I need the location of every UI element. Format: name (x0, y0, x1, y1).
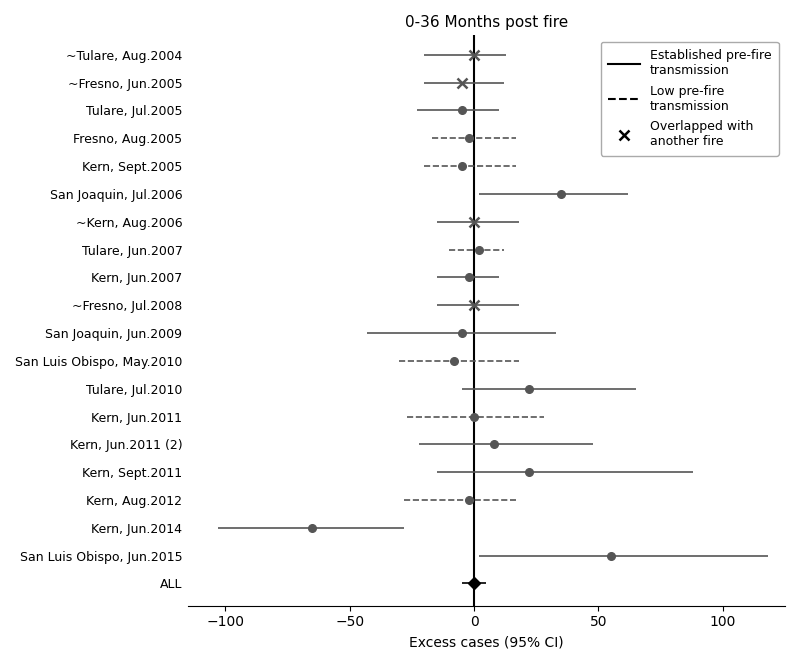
X-axis label: Excess cases (95% CI): Excess cases (95% CI) (409, 635, 564, 649)
Legend: Established pre-fire
transmission, Low pre-fire
transmission, Overlapped with
an: Established pre-fire transmission, Low p… (601, 42, 778, 155)
Title: 0-36 Months post fire: 0-36 Months post fire (405, 15, 568, 30)
